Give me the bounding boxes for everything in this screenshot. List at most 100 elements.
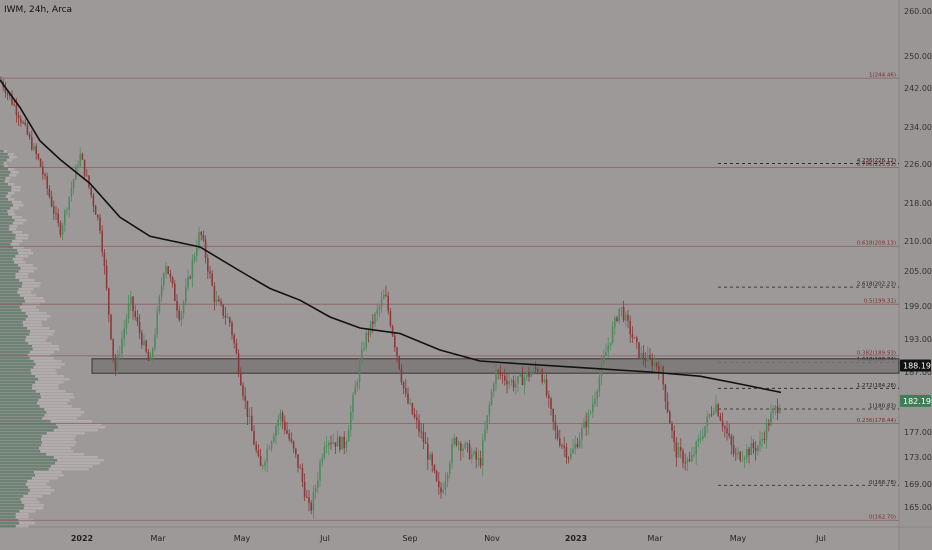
candle-body [209, 271, 211, 274]
candle-body [196, 247, 198, 257]
volume-profile-bar [0, 468, 49, 471]
candle-body [336, 437, 339, 447]
candle-body [468, 444, 471, 459]
candle-body [97, 214, 99, 218]
candle-body [321, 457, 323, 463]
fib-label: 0.786(225.31) [857, 162, 896, 168]
candle-body [389, 311, 392, 326]
volume-profile-bar [7, 153, 15, 156]
volume-profile-bar [0, 195, 6, 198]
volume-profile-bar [12, 240, 23, 243]
candle-body [279, 412, 282, 420]
candle-body [636, 337, 638, 343]
volume-profile-bar [0, 192, 8, 195]
volume-profile-bar [15, 273, 29, 276]
candle-body [466, 443, 469, 445]
candle-body [446, 474, 449, 482]
volume-profile-bar [0, 435, 42, 438]
candle-body [396, 347, 398, 357]
candle-body [374, 313, 376, 325]
candle-body [779, 409, 781, 413]
volume-profile-bar [39, 405, 73, 408]
candle-body [132, 296, 134, 312]
candle-body [534, 367, 537, 369]
volume-profile-bar [18, 252, 33, 255]
volume-profile-bar [19, 510, 36, 513]
volume-profile-bar [21, 501, 40, 504]
candle-body [213, 285, 216, 302]
candle-body [627, 314, 629, 321]
candle-body [244, 396, 246, 401]
candle-body [28, 134, 31, 138]
candle-body [618, 308, 620, 322]
candle-body [169, 273, 172, 278]
candle-body [61, 224, 64, 235]
fib-label: 0.382(189.93) [857, 350, 896, 356]
volume-profile-bar [18, 288, 34, 291]
volume-profile-bar [14, 219, 27, 222]
volume-profile-bar [0, 516, 16, 519]
candle-body [713, 411, 715, 415]
y-axis-tick-label: 173.00 [904, 453, 932, 462]
volume-profile-bar [0, 495, 24, 498]
volume-profile-bar [0, 375, 36, 378]
volume-profile-bar [19, 294, 37, 297]
candle-body [306, 497, 308, 498]
volume-profile-bar [32, 348, 60, 351]
volume-profile-bar [0, 318, 26, 321]
candle-body [191, 260, 194, 279]
candle-body [147, 351, 150, 361]
candle-body [431, 454, 433, 466]
volume-profile-bar [0, 333, 30, 336]
volume-profile-bar [0, 315, 28, 318]
volume-profile-bar [0, 339, 26, 342]
volume-profile-bar [0, 399, 39, 402]
volume-profile-bar [0, 216, 13, 219]
volume-profile-bar [46, 432, 85, 435]
candle-body [649, 354, 651, 359]
candle-body [246, 400, 249, 417]
volume-profile-bar [33, 471, 62, 474]
candle-body [20, 118, 22, 123]
candle-body [724, 426, 726, 429]
volume-profile-bar [0, 378, 39, 381]
volume-profile-bar [0, 393, 41, 396]
volume-profile-bar [8, 213, 16, 216]
y-axis-tick-label: 193.00 [904, 335, 932, 344]
volume-profile-bar [0, 429, 54, 432]
volume-profile-bar [0, 510, 20, 513]
volume-profile-bar [41, 441, 77, 444]
volume-profile-bar [0, 180, 5, 183]
candle-body [407, 393, 409, 404]
volume-profile-bar [22, 282, 41, 285]
volume-profile-bar [0, 498, 21, 501]
volume-profile-bar [12, 216, 23, 219]
candle-body [171, 277, 174, 284]
candle-body [440, 487, 442, 493]
volume-profile-bar [40, 450, 74, 453]
candle-body [691, 454, 693, 461]
candle-body [515, 383, 517, 388]
volume-profile-bar [0, 450, 41, 453]
candle-body [673, 430, 675, 442]
candle-body [149, 356, 152, 361]
volume-profile-bar [40, 396, 75, 399]
volume-profile-bar [0, 300, 25, 303]
candle-body [174, 283, 176, 301]
candle-body [266, 448, 268, 462]
candle-body [264, 461, 266, 466]
candle-body [88, 175, 90, 188]
volume-profile-bar [7, 183, 15, 186]
candle-body [328, 442, 330, 446]
volume-profile-bar [15, 237, 28, 240]
volume-profile-bar [0, 234, 16, 237]
candle-body [11, 95, 13, 105]
volume-profile-bar [0, 444, 42, 447]
candle-body [530, 372, 532, 377]
volume-profile-bar [7, 210, 14, 213]
volume-profile-bar [35, 375, 64, 378]
candle-body [614, 317, 616, 328]
fib-label: 0.236(178.44) [857, 418, 896, 424]
